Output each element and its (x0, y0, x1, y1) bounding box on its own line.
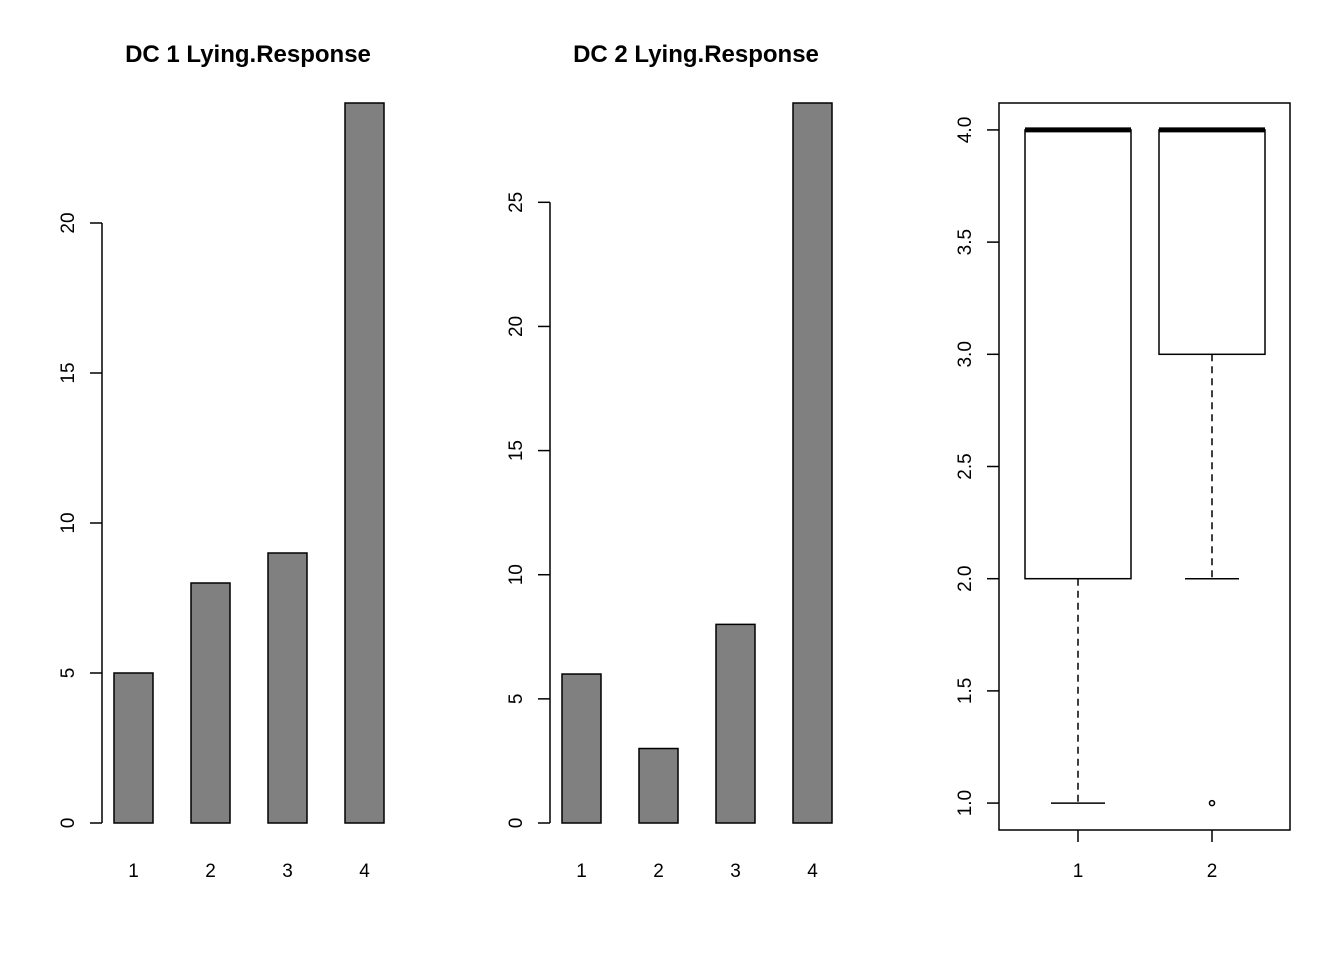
bar-1 (113, 672, 154, 824)
y-tick-label: 20 (506, 316, 527, 337)
bar-chart-dc2: DC 2 Lying.Response 0 5 10 15 20 25 1 2 3 4 (506, 41, 833, 882)
box-2 (1158, 129, 1266, 356)
bar-4 (792, 102, 833, 824)
x-tick-label: 1 (576, 861, 587, 882)
chart-title: DC 2 Lying.Response (573, 41, 819, 68)
y-tick-label: 10 (506, 564, 527, 585)
chart-title: DC 1 Lying.Response (125, 41, 371, 68)
y-axis: 1.0 1.5 2.0 2.5 3.0 3.5 4.0 (955, 117, 999, 816)
y-tick-label: 25 (506, 192, 527, 213)
bar-chart-dc1: DC 1 Lying.Response 0 5 10 15 20 1 2 3 4 (58, 41, 385, 882)
y-axis: 0 5 10 15 20 (58, 212, 103, 829)
y-tick-label: 2.5 (955, 453, 976, 479)
y-tick-label: 5 (506, 694, 527, 705)
bar-4 (344, 102, 385, 824)
y-tick-label: 1.5 (955, 678, 976, 704)
y-tick-label: 10 (58, 512, 79, 533)
bar-3 (715, 623, 756, 824)
x-tick-label: 2 (205, 861, 216, 882)
y-tick-label: 3.5 (955, 229, 976, 255)
x-tick-label: 2 (1207, 861, 1218, 882)
x-tick-label: 4 (359, 861, 370, 882)
x-tick-label: 4 (807, 861, 818, 882)
bar-2 (190, 582, 231, 824)
y-tick-label: 5 (58, 668, 79, 679)
y-tick-label: 0 (58, 818, 79, 829)
bar-1 (561, 673, 602, 824)
y-tick-label: 15 (58, 362, 79, 383)
boxes (1024, 127, 1266, 807)
box-1 (1024, 129, 1132, 580)
x-tick-label: 1 (128, 861, 139, 882)
x-tick-labels: 1 2 3 4 (128, 861, 370, 882)
x-tick-labels: 1 2 3 4 (576, 861, 818, 882)
bar-2 (638, 747, 679, 824)
x-tick-label: 3 (730, 861, 741, 882)
x-tick-label: 3 (282, 861, 293, 882)
y-tick-label: 4.0 (955, 117, 976, 143)
y-tick-label: 0 (506, 818, 527, 829)
y-tick-label: 20 (58, 212, 79, 233)
outlier-point (1208, 799, 1216, 807)
y-axis: 0 5 10 15 20 25 (506, 192, 551, 829)
x-tick-label: 1 (1073, 861, 1084, 882)
x-tick-label: 2 (653, 861, 664, 882)
y-tick-label: 3.0 (955, 341, 976, 367)
y-tick-label: 15 (506, 440, 527, 461)
y-tick-label: 1.0 (955, 790, 976, 816)
bar-3 (267, 552, 308, 824)
bars (561, 102, 833, 824)
bars (113, 102, 385, 824)
y-tick-label: 2.0 (955, 565, 976, 591)
